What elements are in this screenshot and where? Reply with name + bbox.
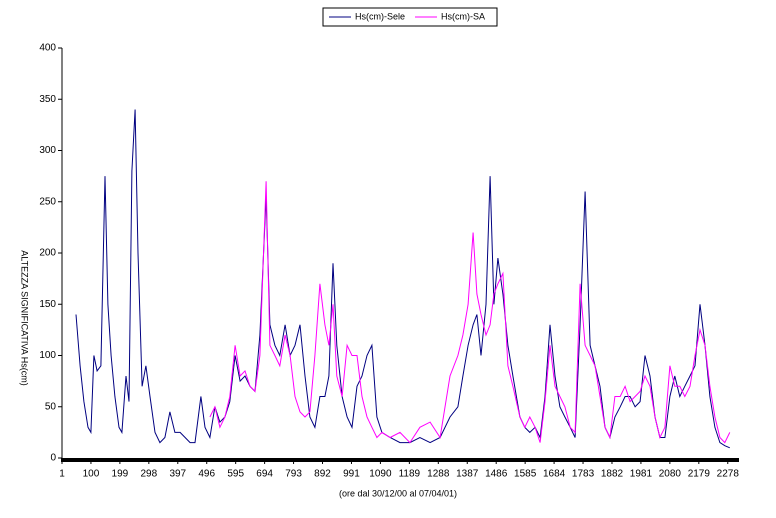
y-tick-label: 250 [39,196,56,207]
x-tick-label: 496 [198,469,215,480]
x-tick-label: 1090 [369,469,392,480]
y-tick-label: 150 [39,299,56,310]
x-tick-label: 298 [140,469,157,480]
x-tick-label: 100 [83,469,100,480]
x-tick-label: 694 [256,469,273,480]
x-tick-label: 1684 [543,469,566,480]
y-tick-label: 100 [39,350,56,361]
y-tick-label: 400 [39,43,56,54]
x-axis-label: (ore dal 30/12/00 al 07/04/01) [339,488,457,498]
x-tick-label: 793 [285,469,302,480]
x-tick-label: 1585 [514,469,537,480]
y-tick-label: 300 [39,145,56,156]
x-tick-label: 2179 [688,469,711,480]
x-tick-label: 397 [169,469,186,480]
y-tick-label: 200 [39,248,56,259]
x-tick-label: 1288 [427,469,450,480]
x-tick-label: 2080 [659,469,682,480]
x-tick-label: 1882 [601,469,624,480]
y-axis-label: ALTEZZA SIGNIFICATIVA Hs(cm) [20,250,30,386]
x-tick-label: 199 [112,469,129,480]
legend-box [322,7,498,27]
x-tick-label: 1 [59,469,65,480]
x-tick-label: 595 [227,469,244,480]
x-tick-label: 1783 [572,469,595,480]
x-axis-bar [61,458,739,462]
series-line [75,109,730,449]
x-tick-label: 1981 [630,469,653,480]
x-tick-label: 892 [314,469,331,480]
x-tick-label: 1189 [399,469,421,480]
y-tick-label: 50 [45,401,57,412]
x-tick-label: 2278 [717,469,740,480]
legend-label: Hs(cm)-SA [441,11,485,21]
legend-label: Hs(cm)-Sele [355,11,405,21]
y-tick-label: 0 [50,453,56,464]
x-tick-label: 1387 [456,469,479,480]
x-tick-label: 991 [343,469,360,480]
series-line [209,181,731,444]
x-tick-label: 1486 [485,469,508,480]
plot-area [62,48,738,458]
y-tick-label: 350 [39,94,56,105]
